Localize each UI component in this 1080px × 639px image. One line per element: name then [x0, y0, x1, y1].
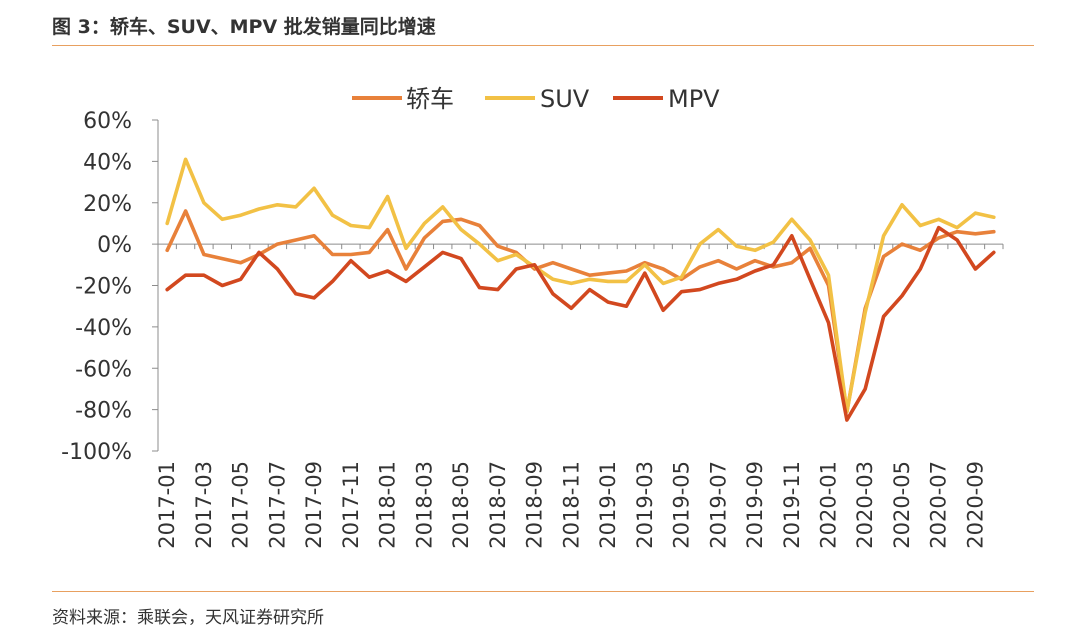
x-tick-label: 2018-07 [486, 461, 510, 549]
x-tick-label: 2018-09 [523, 461, 547, 549]
x-tick-label: 2019-07 [706, 461, 730, 549]
y-tick-label: 0% [97, 233, 132, 258]
top-divider [52, 45, 1034, 46]
y-tick-label: 20% [83, 192, 132, 217]
series-line-轿车 [165, 209, 996, 414]
x-tick-label: 2018-11 [559, 461, 583, 549]
y-tick-label: -20% [75, 275, 132, 300]
x-axis: 2017-01 2017-03 2017-05 2017-07 2017-09 2017-… [155, 243, 1004, 549]
x-tick-label: 2020-07 [927, 461, 951, 549]
bottom-divider [52, 591, 1034, 592]
x-tick-label: 2017-11 [339, 461, 363, 549]
figure-title: 图 3：轿车、SUV、MPV 批发销量同比增速 [52, 16, 436, 38]
x-tick-label: 2019-05 [670, 461, 694, 549]
x-tick-label: 2019-01 [596, 461, 620, 549]
y-tick-label: -100% [61, 440, 132, 465]
x-tick-label: 2017-01 [155, 461, 179, 549]
series-line-MPV [165, 225, 996, 422]
y-tick-label: 60% [83, 109, 132, 134]
series-line-SUV [165, 157, 996, 414]
x-tick-label: 2017-07 [265, 461, 289, 549]
source-note: 资料来源：乘联会，天风证券研究所 [52, 608, 324, 628]
series-lines [165, 157, 996, 422]
x-tick-label: 2017-05 [229, 461, 253, 549]
x-tick-label: 2018-03 [412, 461, 436, 549]
y-axis: 60% 40% 20% 0% -20% -40% -60% -80% -100% [61, 109, 159, 465]
x-tick-label: 2019-03 [633, 461, 657, 549]
y-tick-label: 40% [83, 150, 132, 175]
x-tick-label: 2020-05 [890, 461, 914, 549]
legend-label: MPV [668, 85, 720, 113]
x-tick-label: 2018-05 [449, 461, 473, 549]
x-tick-label: 2017-09 [302, 461, 326, 549]
x-tick-label: 2020-09 [963, 461, 987, 549]
x-tick-label: 2020-03 [853, 461, 877, 549]
y-tick-label: -80% [75, 399, 132, 424]
x-tick-label: 2019-11 [780, 461, 804, 549]
legend-label: SUV [540, 85, 590, 113]
y-tick-label: -60% [75, 357, 132, 382]
legend: 轿车 SUV MPV [352, 85, 720, 113]
x-tick-label: 2019-09 [743, 461, 767, 549]
x-tick-label: 2020-01 [816, 461, 840, 549]
line-chart: 60% 40% 20% 0% -20% -40% -60% -80% -100% 2017-01… [61, 85, 1004, 549]
y-tick-label: -40% [75, 316, 132, 341]
x-tick-label: 2017-03 [192, 461, 216, 549]
x-tick-label: 2018-01 [376, 461, 400, 549]
legend-label: 轿车 [406, 85, 454, 113]
